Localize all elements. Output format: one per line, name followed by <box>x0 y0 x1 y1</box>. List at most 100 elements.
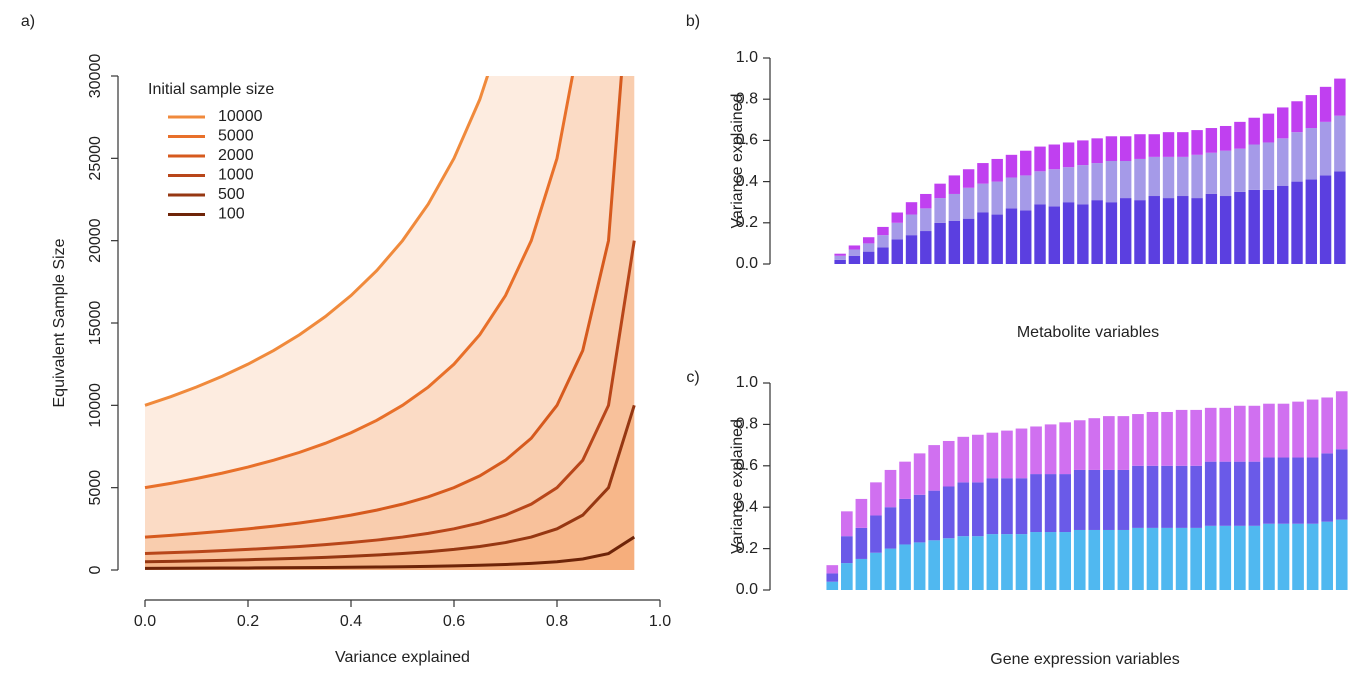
bar-segment <box>891 239 903 264</box>
bar-segment <box>1161 411 1173 466</box>
bar-segment <box>1191 198 1203 264</box>
bar-segment <box>948 175 961 194</box>
bar-segment <box>1048 169 1061 207</box>
bar-segment <box>1321 397 1333 454</box>
area <box>145 76 635 570</box>
bar-segment <box>1234 525 1246 590</box>
area <box>145 76 635 570</box>
bar-segment <box>877 226 889 236</box>
bar-segment <box>1292 523 1304 590</box>
bar-segment <box>1248 461 1261 526</box>
bar-segment <box>877 247 889 264</box>
bar-segment <box>1205 128 1218 153</box>
bar-segment <box>834 259 846 264</box>
bar-segment <box>977 212 989 264</box>
bar-segment <box>972 434 984 483</box>
bar-segment <box>957 482 970 537</box>
bar-segment <box>1162 132 1175 157</box>
y-tick-label: 0.4 <box>736 173 758 190</box>
bar-segment <box>855 498 868 528</box>
bar-segment <box>1335 391 1348 450</box>
x-tick-label: 1.0 <box>649 613 671 630</box>
bar-segment <box>905 235 918 264</box>
y-tick-label: 0.8 <box>736 416 758 433</box>
bar-segment <box>1205 152 1218 194</box>
y-tick-label: 1.0 <box>736 49 758 66</box>
bar-segment <box>1248 405 1261 462</box>
y-axis-label: Variance explained <box>729 94 746 229</box>
bar-segment <box>1077 165 1089 205</box>
bar-segment <box>1059 422 1071 475</box>
bar-segment <box>1134 158 1146 201</box>
legend-label: 500 <box>218 186 245 203</box>
x-tick-label: 0.8 <box>546 613 568 630</box>
bar-segment <box>1105 202 1118 264</box>
bar-segment <box>1001 430 1013 479</box>
bar-segment <box>891 222 903 240</box>
bar-segment <box>870 515 882 553</box>
y-tick-label: 1.0 <box>736 374 758 391</box>
bar-segment <box>986 432 999 479</box>
bar-segment <box>972 536 984 590</box>
bar-segment <box>1117 529 1130 590</box>
bar-segment <box>841 563 853 590</box>
bar-segment <box>934 198 946 223</box>
bar-segment <box>1103 469 1115 530</box>
bar-segment <box>1248 189 1260 264</box>
bar-segment <box>934 222 946 264</box>
bar-segment <box>1044 474 1057 533</box>
bar-segment <box>1148 156 1160 197</box>
bar-segment <box>1044 424 1057 475</box>
bar-segment <box>1305 179 1318 264</box>
bar-segment <box>1030 532 1042 590</box>
bar-segment <box>1119 198 1132 264</box>
bar-segment <box>1204 525 1217 590</box>
bar-segment <box>1162 156 1175 199</box>
legend-label: 100 <box>218 206 245 223</box>
bar-segment <box>1263 523 1275 590</box>
bar-segment <box>1059 474 1071 533</box>
bar-segment <box>920 193 932 209</box>
bar-segment <box>1234 148 1246 192</box>
x-axis-label: Variance explained <box>335 649 470 666</box>
y-tick-label: 0.0 <box>736 255 758 272</box>
y-tick-label: 15000 <box>87 301 104 346</box>
bar-segment <box>1277 403 1290 458</box>
x-tick-label: 0.4 <box>340 613 362 630</box>
bar-segment <box>1132 527 1144 590</box>
bar-segment <box>991 158 1003 182</box>
bar-segment <box>899 544 911 590</box>
y-tick-label: 0.4 <box>736 498 758 515</box>
bar-segment <box>1277 107 1289 139</box>
x-axis-label: Metabolite variables <box>1017 324 1159 341</box>
legend-label: 2000 <box>218 147 254 164</box>
bar-segment <box>834 253 846 256</box>
legend-label: 10000 <box>218 108 263 125</box>
bar-segment <box>1248 525 1261 590</box>
bar-segment <box>1073 469 1086 530</box>
bar-segment <box>1134 200 1146 264</box>
bar-segment <box>1034 171 1046 205</box>
bar-segment <box>1088 469 1101 530</box>
bar-segment <box>1062 202 1075 264</box>
bar-segment <box>928 445 940 491</box>
bar-segment <box>1134 134 1146 159</box>
bar-segment <box>1175 409 1188 466</box>
bar-segment <box>991 181 1003 215</box>
bar-segment <box>934 183 946 199</box>
bar-segment <box>862 243 875 252</box>
panel-label: b) <box>686 13 700 30</box>
bar-segment <box>913 453 926 495</box>
bar-segment <box>891 212 903 223</box>
bar-segment <box>1277 457 1290 524</box>
panel-label: a) <box>21 13 35 30</box>
bar-segment <box>1191 130 1203 155</box>
line <box>144 240 636 556</box>
bar-segment <box>1306 399 1319 458</box>
bar-segment <box>826 573 839 582</box>
y-tick-label: 0.2 <box>736 540 758 557</box>
bar-segment <box>1059 532 1071 590</box>
x-tick-label: 0.2 <box>237 613 259 630</box>
bar-segment <box>1219 125 1232 151</box>
bar-segment <box>1034 146 1046 172</box>
